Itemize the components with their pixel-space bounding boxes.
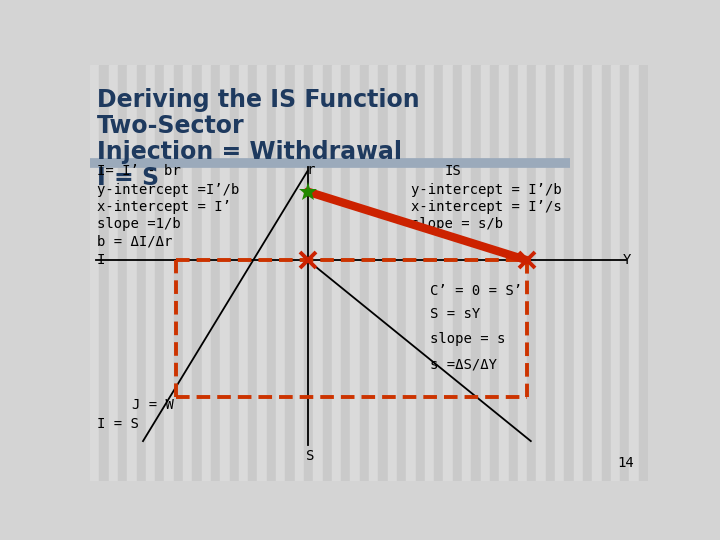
Bar (546, 65, 555, 481)
Text: C’ = 0 = S’: C’ = 0 = S’ (431, 285, 523, 299)
Bar (258, 65, 266, 481)
Bar (118, 65, 127, 481)
Bar (490, 65, 499, 481)
Bar (266, 65, 276, 481)
Bar (360, 65, 369, 481)
Bar (323, 65, 332, 481)
Bar (313, 65, 323, 481)
Text: J = W: J = W (132, 398, 174, 412)
Bar (183, 65, 192, 481)
Bar (639, 65, 648, 481)
Bar (145, 65, 155, 481)
Bar (527, 65, 536, 481)
Text: y-intercept =I’/b: y-intercept =I’/b (96, 183, 239, 197)
Bar (444, 65, 453, 481)
Bar (434, 65, 444, 481)
Bar (611, 65, 620, 481)
Bar (593, 65, 601, 481)
Bar (164, 65, 174, 481)
Bar (397, 65, 406, 481)
Bar (109, 65, 118, 481)
Bar (499, 65, 508, 481)
Bar (564, 65, 574, 481)
Text: x-intercept = I’/s: x-intercept = I’/s (411, 200, 562, 214)
Text: S: S (306, 449, 315, 463)
Text: 14: 14 (617, 456, 634, 470)
Bar (127, 65, 137, 481)
Text: S = sY: S = sY (431, 307, 481, 321)
Bar (536, 65, 546, 481)
Bar (174, 65, 183, 481)
Bar (239, 65, 248, 481)
Text: I = S: I = S (96, 417, 138, 431)
Bar (248, 65, 258, 481)
Text: Two-Sector: Two-Sector (96, 114, 244, 138)
Bar (90, 65, 99, 481)
Bar (415, 65, 425, 481)
Bar (220, 65, 230, 481)
Text: IS: IS (444, 164, 461, 178)
Bar (137, 65, 145, 481)
Bar (202, 65, 211, 481)
Text: y-intercept = I’/b: y-intercept = I’/b (411, 183, 562, 197)
Bar (508, 65, 518, 481)
Bar (155, 65, 164, 481)
Text: slope =1/b: slope =1/b (96, 218, 181, 232)
Bar (332, 65, 341, 481)
Bar (472, 65, 481, 481)
Bar (378, 65, 387, 481)
Bar (294, 65, 304, 481)
Text: I= I’ - br: I= I’ - br (96, 164, 181, 178)
Text: Injection = Withdrawal: Injection = Withdrawal (96, 140, 402, 164)
Bar (601, 65, 611, 481)
Bar (518, 65, 527, 481)
Bar (574, 65, 583, 481)
Text: s =ΔS/ΔY: s =ΔS/ΔY (431, 357, 498, 371)
Text: I = S: I = S (96, 166, 159, 190)
Bar (425, 65, 434, 481)
Bar (620, 65, 629, 481)
Text: b = ΔI/Δr: b = ΔI/Δr (96, 235, 172, 249)
Text: r: r (306, 163, 315, 177)
Bar (369, 65, 378, 481)
Bar (341, 65, 351, 481)
Bar (629, 65, 639, 481)
Bar (99, 65, 109, 481)
Bar (406, 65, 415, 481)
Text: Deriving the IS Function: Deriving the IS Function (96, 87, 419, 112)
Text: Y: Y (623, 253, 631, 267)
Bar (481, 65, 490, 481)
Text: slope = s: slope = s (431, 332, 505, 346)
Bar (555, 65, 564, 481)
Bar (230, 65, 239, 481)
Text: I: I (96, 253, 105, 267)
Text: x-intercept = I’: x-intercept = I’ (96, 200, 230, 214)
Bar (304, 65, 313, 481)
Bar (387, 65, 397, 481)
Bar (351, 65, 360, 481)
Bar (276, 65, 285, 481)
Bar (192, 65, 202, 481)
Bar (583, 65, 593, 481)
Bar (211, 65, 220, 481)
Bar (462, 65, 472, 481)
Text: slope = s/b: slope = s/b (411, 218, 503, 232)
Bar (285, 65, 294, 481)
Bar (453, 65, 462, 481)
